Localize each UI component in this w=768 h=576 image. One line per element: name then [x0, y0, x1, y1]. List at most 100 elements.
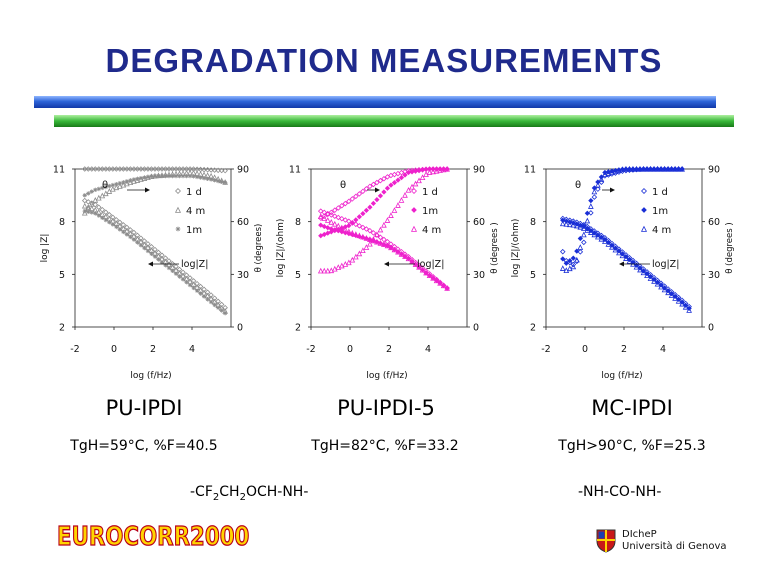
data-point-theta	[640, 165, 647, 172]
y-tick-label: 2	[295, 323, 301, 334]
formula-left-a: -CF	[190, 484, 213, 500]
data-point-z	[184, 279, 189, 285]
y-tick-label: 8	[59, 217, 65, 228]
data-point-z	[367, 227, 373, 234]
data-point-z	[170, 268, 175, 274]
data-point-theta	[208, 167, 214, 173]
data-point-theta	[370, 181, 377, 188]
data-point-theta	[665, 165, 671, 172]
data-point-z	[363, 235, 370, 241]
y-tick-label: 5	[530, 270, 536, 281]
data-point-z	[128, 234, 133, 240]
data-point-z	[356, 223, 363, 229]
data-point-z	[328, 218, 335, 225]
data-point-theta	[416, 177, 422, 184]
data-point-theta	[349, 256, 356, 263]
data-point-z	[426, 272, 433, 279]
data-point-theta	[159, 173, 165, 179]
data-point-theta	[370, 236, 377, 242]
data-point-theta	[163, 173, 168, 179]
legend-marker	[411, 207, 417, 213]
data-point-theta	[173, 173, 179, 179]
panel-name-1: PU-IPDI	[105, 396, 183, 420]
data-point-theta	[381, 189, 387, 195]
data-point-z	[370, 237, 377, 244]
data-point-theta	[440, 166, 447, 173]
x-tick-label: -2	[70, 344, 79, 355]
data-point-z	[679, 300, 685, 307]
panel-tg-3: TgH>90°C, %F=25.3	[558, 438, 706, 454]
data-point-theta	[109, 185, 116, 192]
data-point-theta	[609, 169, 615, 175]
legend-marker	[175, 226, 181, 232]
data-point-z	[391, 246, 398, 253]
data-point-theta	[356, 214, 362, 220]
data-point-theta	[222, 167, 228, 174]
data-point-theta	[131, 166, 137, 172]
y2-axis-label: θ (degrees)	[254, 224, 264, 273]
data-point-z	[219, 308, 224, 313]
data-point-theta	[591, 188, 598, 195]
x-tick-label: 0	[111, 344, 117, 355]
data-point-z	[654, 280, 661, 287]
data-point-theta	[321, 213, 328, 220]
data-point-z	[605, 241, 612, 247]
data-point-z	[675, 297, 682, 304]
data-point-theta	[332, 207, 338, 213]
data-point-z	[349, 229, 356, 236]
data-point-theta	[194, 174, 200, 180]
data-point-theta	[377, 226, 384, 233]
data-point-theta	[335, 205, 342, 211]
data-point-theta	[433, 167, 440, 174]
data-point-z	[644, 272, 650, 279]
data-point-theta	[567, 258, 573, 264]
data-point-z	[437, 279, 443, 286]
data-point-theta	[377, 177, 384, 184]
data-point-theta	[124, 166, 130, 172]
data-point-z	[651, 278, 657, 284]
legend-marker	[175, 188, 181, 194]
data-point-theta	[402, 172, 408, 178]
data-point-z	[107, 220, 112, 225]
data-point-theta	[612, 168, 619, 174]
data-point-z	[619, 252, 626, 259]
data-point-theta	[148, 166, 155, 172]
data-point-theta	[591, 194, 598, 200]
data-point-theta	[605, 170, 612, 176]
data-point-z	[152, 254, 158, 259]
data-point-z	[612, 246, 619, 253]
data-point-z	[433, 277, 440, 284]
data-point-theta	[93, 187, 98, 193]
logz-arrowhead	[619, 261, 624, 267]
dept-name: DIcheP	[622, 529, 657, 540]
data-point-theta	[560, 256, 566, 262]
panel-name-2: PU-IPDI-5	[337, 396, 435, 420]
data-point-theta	[598, 176, 605, 182]
y-tick-label: 8	[530, 217, 536, 228]
data-point-z	[423, 269, 429, 276]
data-point-theta	[353, 193, 359, 200]
data-point-theta	[141, 166, 148, 172]
x-tick-label: 0	[582, 344, 588, 355]
data-point-z	[370, 230, 377, 236]
data-point-theta	[581, 239, 587, 246]
logz-annotation: log|Z|	[652, 259, 679, 270]
data-point-z	[96, 204, 102, 210]
data-point-z	[682, 303, 689, 310]
data-point-theta	[353, 217, 359, 223]
data-point-z	[156, 257, 161, 262]
data-point-z	[212, 302, 217, 308]
data-point-theta	[363, 207, 370, 214]
y-tick-label: 11	[524, 165, 536, 176]
data-point-theta	[619, 166, 626, 173]
data-point-z	[665, 289, 671, 296]
data-point-z	[124, 232, 130, 237]
y-axis-label: log |Z|/(ohm)	[276, 219, 286, 278]
data-point-z	[338, 224, 345, 231]
university-crest-icon	[596, 529, 616, 553]
data-point-z	[584, 227, 591, 233]
data-point-z	[633, 263, 640, 270]
data-point-theta	[166, 166, 172, 172]
data-point-theta	[437, 167, 443, 173]
title-underline-blue	[34, 96, 716, 108]
